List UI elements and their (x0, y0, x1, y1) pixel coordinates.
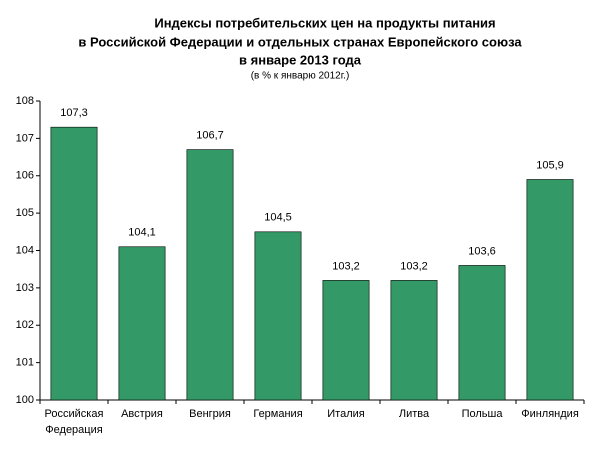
x-tick-label: Финляндия (521, 408, 579, 420)
x-tick-label: Польша (461, 408, 503, 420)
chart-title: в январе 2013 года (239, 52, 362, 67)
bar (458, 265, 506, 401)
value-label: 103,2 (400, 260, 428, 272)
bar (118, 246, 166, 401)
value-label: 104,5 (264, 212, 292, 224)
bar (526, 179, 574, 401)
y-tick-label: 105 (16, 207, 34, 219)
y-tick-label: 103 (16, 282, 34, 294)
value-label: 106,7 (196, 129, 224, 141)
y-tick-label: 106 (16, 170, 34, 182)
value-label: 103,6 (468, 245, 496, 257)
bar (254, 231, 302, 401)
chart-subtitle: (в % к январю 2012г.) (251, 71, 350, 82)
y-tick-label: 100 (16, 394, 34, 406)
y-tick-label: 104 (16, 244, 34, 256)
x-tick-label: Венгрия (189, 408, 231, 420)
x-tick-label: Литва (398, 408, 430, 420)
value-label: 107,3 (60, 107, 88, 119)
chart-title: в Российской Федерации и отдельных стран… (78, 34, 522, 49)
y-tick-label: 102 (16, 319, 34, 331)
bar (390, 280, 438, 401)
x-tick-label: Российская Федерация (44, 408, 104, 436)
value-label: 105,9 (536, 159, 564, 171)
x-tick-label: Германия (253, 408, 303, 420)
value-label: 104,1 (128, 227, 156, 239)
bar (186, 149, 234, 401)
bar (50, 126, 98, 401)
x-tick-label: Италия (327, 408, 365, 420)
y-tick-label: 107 (16, 132, 34, 144)
bar (322, 280, 370, 401)
y-tick-label: 101 (16, 357, 34, 369)
value-label: 103,2 (332, 260, 360, 272)
x-tick-label: Австрия (121, 408, 163, 420)
chart-title: Индексы потребительских цен на продукты … (154, 15, 495, 30)
y-tick-label: 108 (16, 95, 34, 107)
